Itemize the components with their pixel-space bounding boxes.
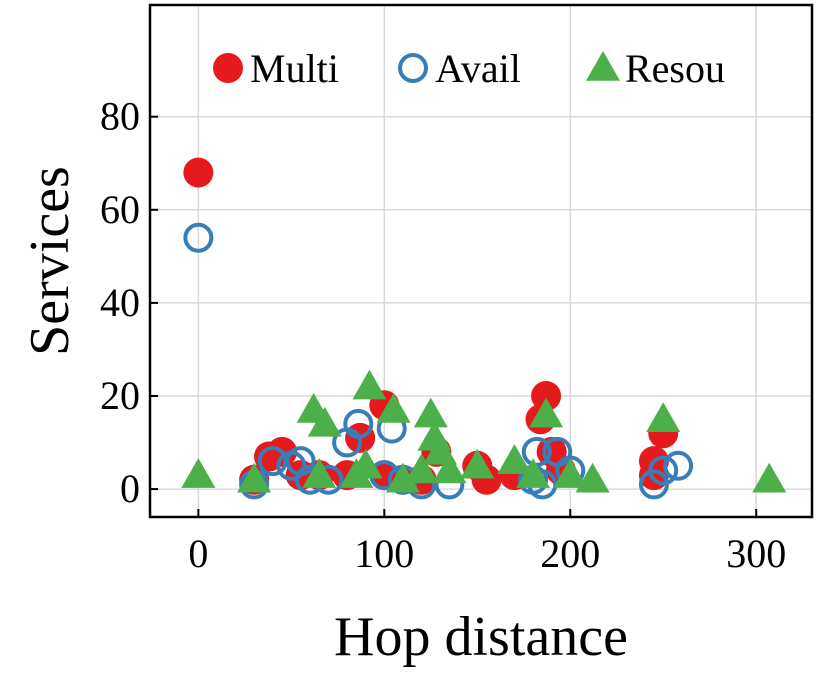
- marker-triangle: [348, 448, 383, 479]
- marker-ring: [648, 455, 679, 486]
- marker-ring: [663, 450, 694, 481]
- marker-triangle: [460, 448, 495, 479]
- marker-ring: [398, 53, 428, 83]
- x-tick-label: 100: [354, 531, 414, 576]
- plot-area: [181, 157, 787, 500]
- marker-dot: [213, 53, 243, 83]
- marker-triangle: [432, 453, 467, 484]
- y-tick-label: 20: [100, 373, 140, 418]
- x-axis-label: Hop distance: [334, 606, 628, 668]
- marker-dot: [531, 380, 562, 411]
- y-tick-label: 80: [100, 94, 140, 139]
- marker-triangle: [404, 453, 439, 484]
- marker-triangle: [553, 458, 588, 488]
- y-tick-label: 40: [100, 280, 140, 325]
- marker-triangle: [516, 458, 551, 488]
- legend-label: Multi: [250, 46, 339, 91]
- marker-triangle: [413, 397, 448, 428]
- x-tick-label: 200: [540, 531, 600, 576]
- legend-label: Avail: [435, 46, 521, 91]
- marker-triangle: [385, 462, 420, 493]
- marker-triangle: [302, 458, 337, 488]
- legend-label: Resou: [625, 46, 725, 91]
- marker-ring: [285, 446, 316, 477]
- marker-ring: [183, 222, 214, 253]
- marker-triangle: [497, 444, 532, 474]
- marker-dot: [183, 157, 214, 188]
- y-tick-label: 0: [120, 466, 140, 511]
- marker-triangle: [181, 458, 216, 488]
- y-axis-label: Services: [19, 166, 81, 356]
- marker-triangle: [237, 462, 272, 493]
- plot-frame: [148, 3, 814, 519]
- marker-triangle: [376, 392, 411, 423]
- marker-triangle: [352, 369, 387, 400]
- marker-triangle: [307, 406, 342, 437]
- marker-triangle: [752, 462, 787, 493]
- marker-triangle: [586, 51, 620, 81]
- marker-triangle: [646, 402, 681, 433]
- marker-triangle: [529, 397, 564, 428]
- marker-ring: [332, 427, 363, 458]
- x-tick-label: 300: [726, 531, 786, 576]
- x-tick-label: 0: [188, 531, 208, 576]
- y-tick-label: 60: [100, 187, 140, 232]
- marker-triangle: [575, 462, 610, 493]
